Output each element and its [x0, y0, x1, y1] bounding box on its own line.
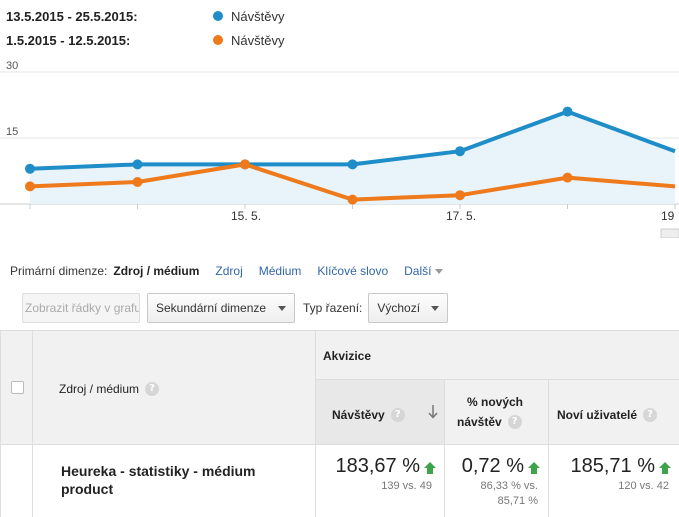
- chevron-down-icon: [278, 305, 286, 311]
- legend-dot-icon: [213, 11, 223, 21]
- new-pct-change-value: 0,72 %: [461, 455, 524, 477]
- dimension-source-medium[interactable]: Zdroj / médium: [113, 264, 200, 278]
- data-point[interactable]: [25, 163, 35, 174]
- data-point[interactable]: [240, 159, 250, 170]
- data-point[interactable]: [562, 106, 573, 117]
- data-point[interactable]: [132, 177, 143, 187]
- legend-previous-range: 1.5.2015 - 12.5.2015: Návštěvy: [6, 31, 284, 49]
- data-point[interactable]: [347, 194, 358, 205]
- dimension-more-label: Další: [404, 264, 432, 278]
- new-visits-pct-cell: 0,72 % 86,33 % vs. 85,71 %: [445, 445, 549, 517]
- dimension-source[interactable]: Zdroj: [215, 264, 243, 278]
- row-checkbox-cell: [0, 445, 33, 517]
- new-users-change-value: 185,71 %: [570, 455, 655, 477]
- secondary-dimension-label: Sekundární dimenze: [156, 301, 267, 315]
- row-dimension-name-line2[interactable]: product: [61, 481, 114, 497]
- dimension-column-header[interactable]: Zdroj / médium?: [33, 330, 316, 445]
- help-icon[interactable]: ?: [145, 381, 160, 396]
- new-users-column-header[interactable]: Noví uživatelé?: [549, 380, 679, 445]
- x-tick-label: 15. 5.: [231, 209, 261, 223]
- x-tick-label: 19: [661, 209, 675, 223]
- legend-range-label: 13.5.2015 - 25.5.2015:: [6, 8, 138, 24]
- help-icon[interactable]: ?: [390, 407, 405, 422]
- visits-cell: 183,67 % 139 vs. 49: [316, 445, 445, 517]
- legend-dot-icon: [213, 35, 223, 45]
- legend-range-label: 1.5.2015 - 12.5.2015:: [6, 32, 131, 48]
- chart-scroll-handle[interactable]: [660, 228, 679, 238]
- new-pct-header-line2: návštěv: [457, 415, 502, 429]
- legend-series-label: Návštěvy: [231, 8, 285, 24]
- arrow-up-icon: [659, 461, 671, 474]
- visits-compare-value: 139 vs. 49: [381, 480, 432, 492]
- report-table: Zdroj / médium? Akvizice Návštěvy? % nov…: [0, 330, 679, 517]
- visits-change-value: 183,67 %: [335, 455, 420, 477]
- y-tick-label: 15: [6, 126, 18, 138]
- new-pct-header-line1: % nových: [467, 395, 524, 409]
- sort-descending-icon[interactable]: [428, 405, 438, 419]
- new-users-cell: 185,71 % 120 vs. 42: [549, 445, 679, 517]
- dimension-medium[interactable]: Médium: [258, 264, 302, 278]
- plot-rows-button[interactable]: Zobrazit řádky v grafu: [22, 293, 140, 323]
- row-dimension-name-line1[interactable]: Heureka - statistiky - médium: [61, 463, 256, 479]
- primary-dimension-bar: Primární dimenze: Zdroj / médium Zdroj M…: [10, 262, 444, 280]
- arrow-up-icon: [528, 461, 540, 474]
- new-users-header-label: Noví uživatelé: [557, 408, 638, 422]
- acquisition-group-label: Akvizice: [323, 349, 372, 363]
- new-users-compare-value: 120 vs. 42: [618, 480, 669, 492]
- new-visits-pct-column-header[interactable]: % nových návštěv?: [445, 380, 549, 445]
- arrow-up-icon: [424, 461, 436, 474]
- dimension-more[interactable]: Další: [404, 264, 444, 278]
- chevron-down-icon: [435, 269, 444, 275]
- select-all-checkbox[interactable]: [11, 381, 24, 394]
- new-pct-compare-line2: 85,71 %: [497, 495, 538, 507]
- series-area: [30, 111, 675, 204]
- visits-column-header[interactable]: Návštěvy?: [316, 380, 445, 445]
- select-all-header: [0, 330, 33, 445]
- y-tick-label: 30: [6, 60, 18, 72]
- acquisition-group-header: Akvizice: [316, 330, 679, 380]
- primary-dimension-label: Primární dimenze:: [10, 264, 108, 278]
- dimension-keyword[interactable]: Klíčové slovo: [317, 264, 389, 278]
- data-point[interactable]: [455, 146, 465, 157]
- legend-current-range: 13.5.2015 - 25.5.2015: Návštěvy: [6, 7, 284, 25]
- table-toolbar: Zobrazit řádky v grafu Sekundární dimenz…: [22, 292, 449, 324]
- new-pct-compare-line1: 86,33 % vs.: [480, 480, 538, 492]
- sort-type-label: Typ řazení:: [303, 301, 363, 315]
- data-point[interactable]: [25, 181, 35, 192]
- help-icon[interactable]: ?: [643, 407, 658, 422]
- visits-line-chart[interactable]: 30 15 15. 5. 17. 5. 19: [0, 58, 679, 238]
- sort-type-select[interactable]: Výchozí: [368, 293, 449, 323]
- table-row[interactable]: Heureka - statistiky - médium product: [33, 445, 316, 517]
- help-icon[interactable]: ?: [507, 414, 522, 429]
- x-tick-label: 17. 5.: [446, 209, 476, 223]
- data-point[interactable]: [455, 190, 465, 201]
- data-point[interactable]: [132, 159, 143, 170]
- data-point[interactable]: [347, 159, 358, 170]
- dimension-header-label: Zdroj / médium: [59, 382, 140, 396]
- legend-series-label: Návštěvy: [231, 32, 285, 48]
- chevron-down-icon: [431, 305, 440, 311]
- visits-header-label: Návštěvy: [332, 408, 385, 422]
- sort-type-value: Výchozí: [377, 301, 421, 315]
- secondary-dimension-select[interactable]: Sekundární dimenze: [147, 293, 295, 323]
- data-point[interactable]: [562, 172, 573, 183]
